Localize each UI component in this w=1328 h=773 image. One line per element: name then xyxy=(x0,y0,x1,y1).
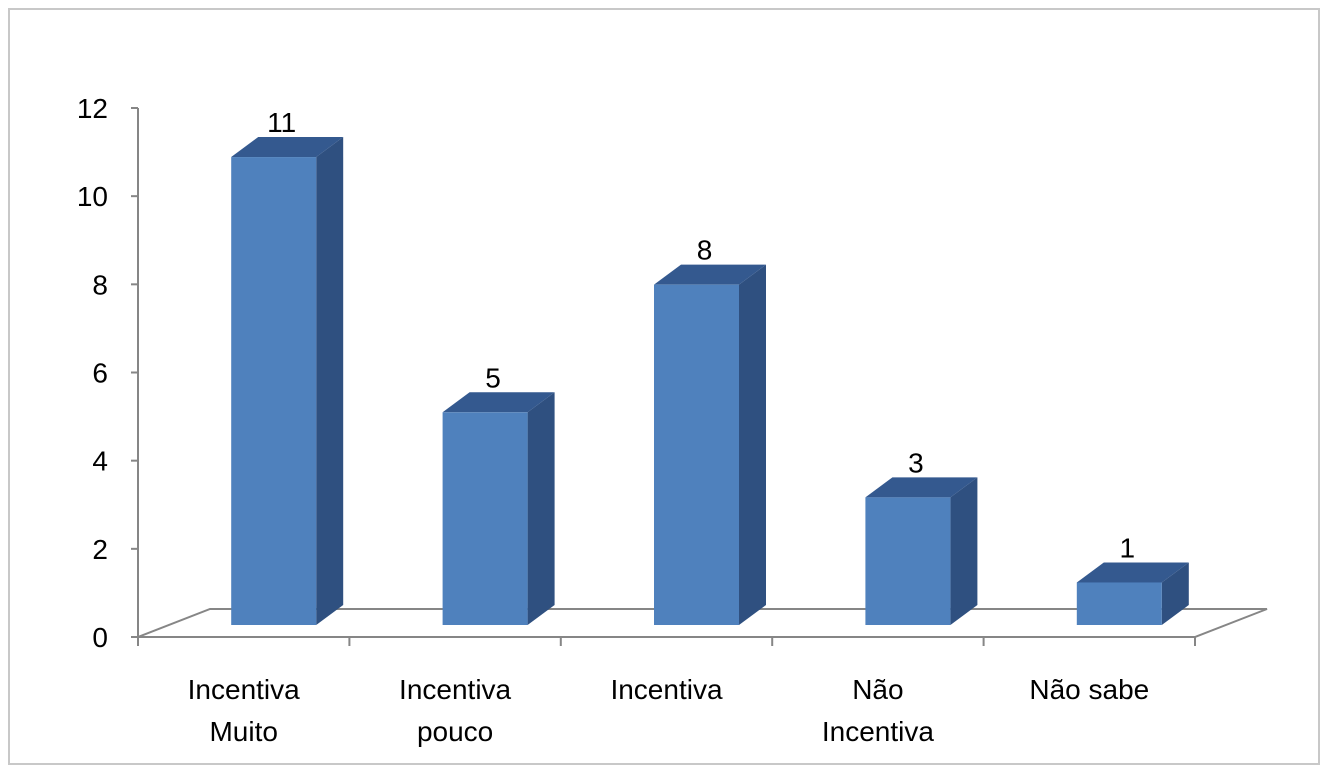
y-tick-label: 10 xyxy=(77,181,108,212)
bar xyxy=(865,477,978,625)
bar-side xyxy=(316,137,344,625)
bar-top xyxy=(865,477,978,498)
value-axis: 0 2 4 6 8 10 12 xyxy=(77,93,139,653)
bar xyxy=(231,137,344,625)
x-category-label: Muito xyxy=(209,716,277,747)
bar xyxy=(442,392,555,625)
y-tick-label: 8 xyxy=(92,269,108,300)
y-tick-label: 2 xyxy=(92,534,108,565)
x-category-label: Incentiva xyxy=(610,674,722,705)
category-axis: Incentiva Muito Incentiva pouco Incentiva Não… xyxy=(137,637,1196,747)
data-label: 11 xyxy=(267,107,296,138)
x-category-label: pouco xyxy=(417,716,493,747)
bar-side xyxy=(739,264,766,625)
bar-top xyxy=(1076,562,1189,583)
data-label: 3 xyxy=(908,447,924,478)
bar-front xyxy=(654,284,739,625)
data-label: 5 xyxy=(485,362,501,393)
bar-side xyxy=(1161,562,1189,625)
bar-side xyxy=(527,392,555,625)
bar-front xyxy=(865,497,951,625)
data-label: 1 xyxy=(1120,532,1136,563)
y-tick-label: 4 xyxy=(92,446,108,477)
x-category-label: Incentiva xyxy=(822,716,934,747)
bar-series xyxy=(231,137,1189,625)
data-labels: 11 5 8 3 1 xyxy=(267,107,1135,563)
bar-top xyxy=(654,264,766,285)
y-tick-label: 12 xyxy=(77,93,108,124)
bar-top xyxy=(442,392,555,413)
bar-top xyxy=(231,137,344,158)
x-category-label: Incentiva xyxy=(399,674,511,705)
data-label: 8 xyxy=(697,235,713,266)
y-tick-label: 6 xyxy=(92,358,108,389)
bar-side xyxy=(950,477,978,625)
x-category-label: Incentiva xyxy=(188,674,300,705)
x-category-label: Não xyxy=(852,674,903,705)
x-category-label: Não sabe xyxy=(1029,674,1149,705)
y-tick-label: 0 xyxy=(92,622,108,653)
bar xyxy=(1076,562,1189,625)
bar-front xyxy=(1076,582,1162,625)
bar xyxy=(654,264,766,625)
bar-front xyxy=(442,412,528,625)
bar-front xyxy=(231,157,317,625)
